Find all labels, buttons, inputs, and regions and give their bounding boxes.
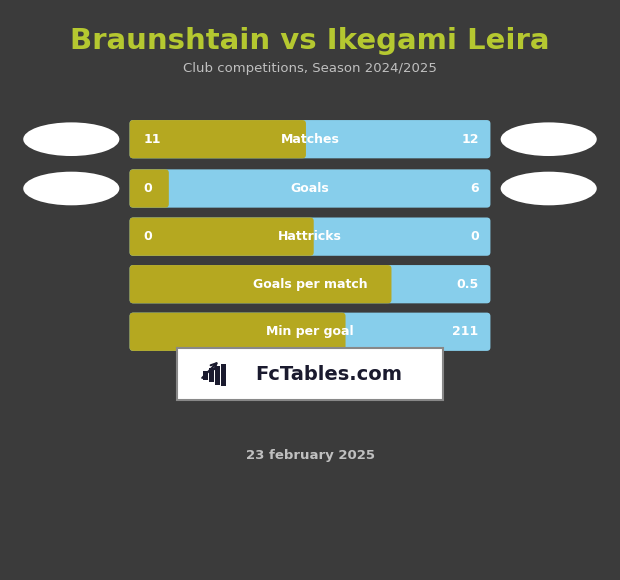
Ellipse shape: [24, 122, 120, 156]
FancyBboxPatch shape: [130, 169, 490, 208]
Ellipse shape: [501, 122, 596, 156]
FancyBboxPatch shape: [130, 218, 314, 256]
Text: Matches: Matches: [281, 133, 339, 146]
Ellipse shape: [24, 172, 120, 205]
Text: 0: 0: [143, 182, 152, 195]
Text: Braunshtain vs Ikegami Leira: Braunshtain vs Ikegami Leira: [70, 27, 550, 55]
FancyBboxPatch shape: [130, 120, 490, 158]
Bar: [209, 368, 214, 382]
Text: 0: 0: [470, 230, 479, 243]
Text: FcTables.com: FcTables.com: [255, 365, 402, 383]
Bar: [221, 364, 226, 386]
Text: 6: 6: [470, 182, 479, 195]
Text: 0.5: 0.5: [456, 278, 479, 291]
Text: 12: 12: [461, 133, 479, 146]
FancyBboxPatch shape: [130, 265, 490, 303]
FancyBboxPatch shape: [130, 169, 169, 208]
Text: 11: 11: [143, 133, 161, 146]
Bar: [215, 366, 220, 385]
Ellipse shape: [501, 172, 596, 205]
Text: Goals: Goals: [291, 182, 329, 195]
Text: 0: 0: [143, 230, 152, 243]
Text: 211: 211: [453, 325, 479, 338]
FancyBboxPatch shape: [177, 348, 443, 400]
Text: 23 february 2025: 23 february 2025: [246, 449, 374, 462]
Text: Goals per match: Goals per match: [253, 278, 367, 291]
Bar: [203, 371, 208, 380]
FancyBboxPatch shape: [130, 313, 345, 351]
FancyBboxPatch shape: [130, 120, 306, 158]
Text: Min per goal: Min per goal: [266, 325, 354, 338]
Text: Hattricks: Hattricks: [278, 230, 342, 243]
FancyBboxPatch shape: [130, 313, 490, 351]
FancyBboxPatch shape: [130, 218, 490, 256]
Text: Club competitions, Season 2024/2025: Club competitions, Season 2024/2025: [183, 62, 437, 75]
FancyBboxPatch shape: [130, 265, 391, 303]
